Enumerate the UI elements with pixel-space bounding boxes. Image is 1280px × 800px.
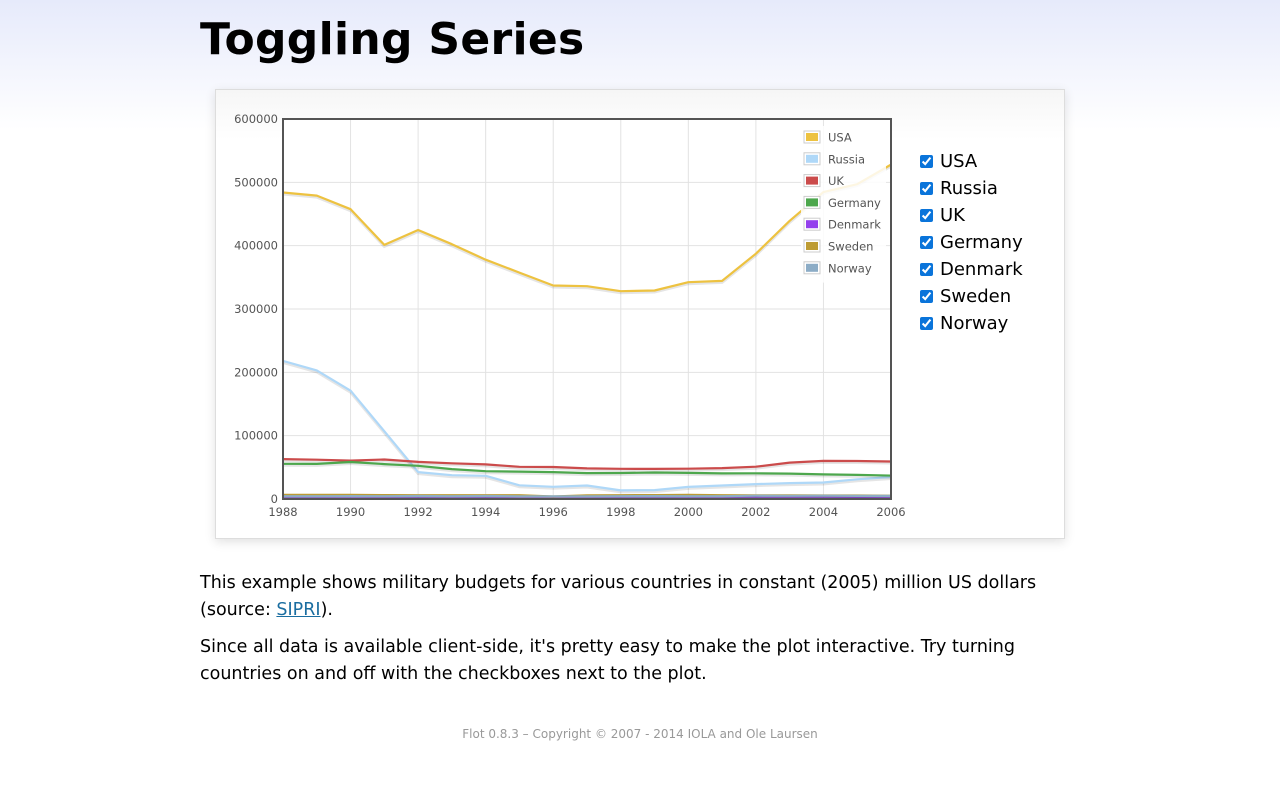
legend-label-sweden: Sweden [828, 240, 873, 254]
series-checkbox[interactable] [920, 182, 933, 195]
y-tick-label: 200000 [234, 365, 278, 379]
series-toggle-label: Denmark [940, 259, 1023, 280]
series-shadow-uk [283, 459, 891, 472]
series-checkbox[interactable] [920, 263, 933, 276]
legend-label-norway: Norway [828, 261, 872, 275]
series-toggle-russia[interactable]: Russia [920, 175, 1023, 202]
chart-legend: USA Russia UK Germany Denmark Sweden Norway [801, 126, 886, 283]
x-tick-label: 1992 [403, 505, 432, 519]
chart-container: 1988 1990 1992 1994 1996 1998 2000 2002 2004 2006… [215, 89, 1065, 539]
legend-swatch-usa [806, 133, 818, 141]
legend-swatch-norway [806, 263, 818, 272]
series-toggle-uk[interactable]: UK [920, 202, 1023, 229]
y-tick-label: 100000 [234, 429, 278, 443]
y-tick-label: 400000 [234, 239, 278, 253]
x-tick-label: 1994 [471, 505, 500, 519]
y-tick-label: 500000 [234, 175, 278, 189]
y-tick-label: 300000 [234, 302, 278, 316]
series-checkbox[interactable] [920, 209, 933, 222]
sipri-link[interactable]: SIPRI [276, 600, 321, 620]
x-tick-label: 2006 [876, 505, 905, 519]
legend-swatch-germany [806, 198, 818, 207]
x-tick-label: 1996 [539, 505, 568, 519]
series-toggle-label: Norway [940, 313, 1009, 334]
series-toggle-sweden[interactable]: Sweden [920, 283, 1023, 310]
description: This example shows military budgets for … [200, 570, 1080, 698]
series-toggle-label: Germany [940, 232, 1023, 253]
x-tick-label: 2000 [674, 505, 703, 519]
x-tick-label: 1998 [606, 505, 635, 519]
legend-label-uk: UK [828, 174, 844, 188]
x-tick-label: 2002 [741, 505, 770, 519]
series-toggle-label: Sweden [940, 286, 1012, 307]
series-toggle-germany[interactable]: Germany [920, 229, 1023, 256]
series-checkbox[interactable] [920, 290, 933, 303]
legend-swatch-denmark [806, 220, 818, 229]
series-toggle-label: UK [940, 205, 965, 226]
series-toggle-norway[interactable]: Norway [920, 310, 1023, 337]
line-chart: 1988 1990 1992 1994 1996 1998 2000 2002 2004 2006… [234, 112, 906, 519]
series-checkbox[interactable] [920, 236, 933, 249]
legend-swatch-sweden [806, 242, 818, 250]
description-text: This example shows military budgets for … [200, 573, 1037, 620]
series-choices: USA Russia UK Germany Denmark Sweden Norway [920, 148, 1023, 337]
x-tick-label: 1990 [336, 505, 365, 519]
legend-label-russia: Russia [828, 152, 865, 166]
series-shadow-germany [283, 461, 891, 479]
description-text-end: ). [320, 600, 333, 620]
y-tick-label: 600000 [234, 112, 278, 126]
description-paragraph-1: This example shows military budgets for … [200, 570, 1080, 624]
series-line-russia [283, 359, 891, 492]
series-line-germany [283, 460, 891, 477]
legend-label-usa: USA [828, 131, 852, 145]
plot-border [282, 118, 892, 500]
description-paragraph-2: Since all data is available client-side,… [200, 637, 1015, 684]
footer: Flot 0.8.3 – Copyright © 2007 - 2014 IOL… [462, 727, 818, 741]
series-toggle-denmark[interactable]: Denmark [920, 256, 1023, 283]
series-toggle-usa[interactable]: USA [920, 148, 1023, 175]
series-line-norway [283, 494, 891, 498]
legend-swatch-uk [806, 176, 818, 185]
series-toggle-label: USA [940, 151, 978, 172]
legend-swatch-russia [806, 154, 818, 163]
legend-label-germany: Germany [828, 196, 881, 210]
series-toggle-label: Russia [940, 178, 998, 199]
series-shadow-norway [283, 495, 891, 499]
y-tick-label: 0 [271, 492, 278, 506]
series-checkbox[interactable] [920, 317, 933, 330]
x-tick-label: 2004 [809, 505, 838, 519]
x-tick-label: 1988 [268, 505, 297, 519]
series-line-uk [283, 458, 891, 470]
series-checkbox[interactable] [920, 155, 933, 168]
page-title: Toggling Series [200, 14, 585, 65]
series-line-usa [283, 163, 891, 293]
legend-label-denmark: Denmark [828, 218, 881, 232]
